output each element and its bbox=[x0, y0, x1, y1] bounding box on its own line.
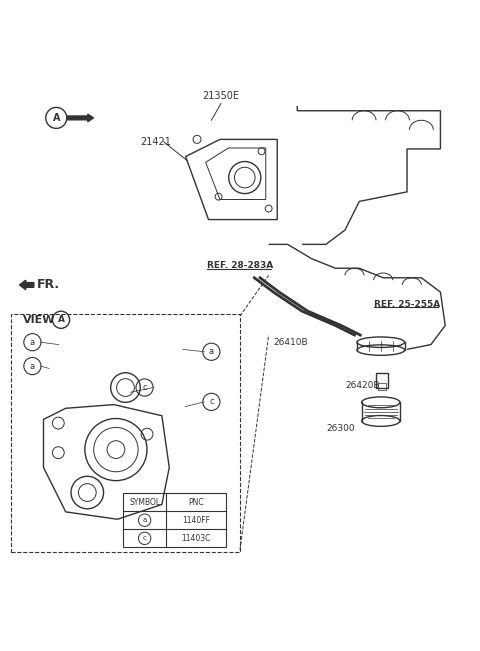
Text: FR.: FR. bbox=[37, 279, 60, 292]
FancyArrow shape bbox=[67, 114, 94, 122]
Text: 21350E: 21350E bbox=[203, 91, 240, 101]
Text: VIEW: VIEW bbox=[23, 315, 55, 325]
Text: c: c bbox=[142, 383, 147, 392]
Text: SYMBOL: SYMBOL bbox=[129, 497, 160, 506]
Text: 26410B: 26410B bbox=[274, 338, 308, 347]
Text: a: a bbox=[30, 338, 35, 347]
Text: a: a bbox=[30, 361, 35, 370]
Text: a: a bbox=[143, 517, 147, 523]
Text: 26420B: 26420B bbox=[345, 381, 380, 390]
Text: 11403C: 11403C bbox=[181, 534, 211, 543]
Bar bbox=[376, 373, 388, 387]
Text: 26300: 26300 bbox=[326, 424, 355, 433]
Bar bbox=[11, 314, 240, 552]
Text: c: c bbox=[209, 397, 214, 406]
Bar bbox=[378, 383, 385, 390]
Text: A: A bbox=[52, 113, 60, 123]
Text: A: A bbox=[58, 315, 64, 324]
Bar bbox=[123, 493, 226, 547]
Text: a: a bbox=[209, 347, 214, 356]
Text: REF. 28-283A: REF. 28-283A bbox=[206, 261, 273, 270]
FancyArrow shape bbox=[20, 280, 34, 290]
Text: 21421: 21421 bbox=[140, 137, 171, 146]
Text: c: c bbox=[143, 535, 146, 542]
Text: REF. 25-255A: REF. 25-255A bbox=[373, 299, 440, 309]
Text: PNC: PNC bbox=[188, 497, 204, 506]
Text: 1140FF: 1140FF bbox=[182, 516, 210, 525]
